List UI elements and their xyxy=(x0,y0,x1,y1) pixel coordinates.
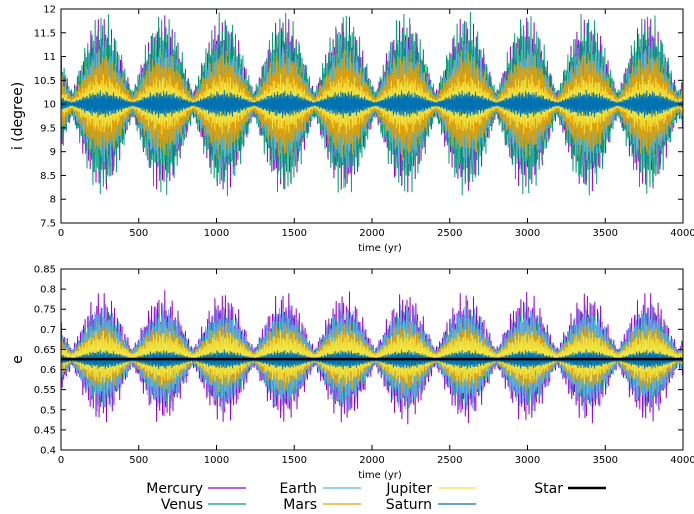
legend-label-star: Star xyxy=(534,481,563,497)
x-tick-label: 4000 xyxy=(670,228,694,239)
x-tick-label: 1000 xyxy=(204,455,229,466)
x-tick-label: 2500 xyxy=(437,455,462,466)
y-tick-label: 11.5 xyxy=(34,28,56,39)
legend-label-mars: Mars xyxy=(283,497,317,513)
x-tick-label: 1000 xyxy=(204,228,229,239)
series-saturn xyxy=(61,349,683,370)
x-tick-label: 0 xyxy=(58,455,64,466)
plot-area xyxy=(61,11,683,196)
y-tick-label: 10 xyxy=(43,100,56,111)
y-tick-label: 0.65 xyxy=(34,345,56,356)
x-axis-label: time (yr) xyxy=(358,470,402,481)
y-tick-label: 0.55 xyxy=(34,385,56,396)
y-tick-label: 0.8 xyxy=(40,285,56,296)
y-tick-label: 12 xyxy=(43,5,56,16)
y-tick-label: 11 xyxy=(43,52,56,63)
x-tick-label: 2500 xyxy=(437,228,462,239)
x-tick-label: 3000 xyxy=(515,228,540,239)
x-tick-label: 500 xyxy=(129,228,148,239)
legend-label-earth: Earth xyxy=(279,481,317,497)
legend-label-jupiter: Jupiter xyxy=(385,481,432,497)
x-tick-label: 3500 xyxy=(593,228,618,239)
x-tick-label: 4000 xyxy=(670,455,694,466)
y-tick-label: 0.4 xyxy=(40,446,56,457)
legend-label-mercury: Mercury xyxy=(146,481,203,497)
y-axis-label: i (degree) xyxy=(10,82,26,150)
y-tick-label: 9.5 xyxy=(40,123,56,134)
x-tick-label: 1500 xyxy=(282,455,307,466)
y-tick-label: 0.45 xyxy=(34,425,56,436)
x-tick-label: 500 xyxy=(129,455,148,466)
series-jupiter xyxy=(61,329,683,386)
y-tick-label: 8 xyxy=(50,195,56,206)
x-tick-label: 2000 xyxy=(359,455,384,466)
series-saturn xyxy=(61,89,683,119)
y-tick-label: 7.5 xyxy=(40,219,56,230)
y-tick-label: 8.5 xyxy=(40,171,56,182)
legend-label-saturn: Saturn xyxy=(386,497,432,513)
x-tick-label: 3500 xyxy=(593,455,618,466)
legend-label-venus: Venus xyxy=(161,497,203,513)
x-axis-label: time (yr) xyxy=(358,243,402,254)
y-tick-label: 0.75 xyxy=(34,305,56,316)
y-tick-label: 0.6 xyxy=(40,365,56,376)
inclination-panel: 0 500 1000 1500 2000 2500 3000 3500 4000 7.5 8 8.5 9… xyxy=(10,5,694,255)
x-tick-label: 3000 xyxy=(515,455,540,466)
x-tick-label: 1500 xyxy=(282,228,307,239)
y-tick-label: 0.5 xyxy=(40,405,56,416)
y-tick-label: 10.5 xyxy=(34,76,56,87)
x-tick-label: 2000 xyxy=(359,228,384,239)
plot-area xyxy=(61,290,683,425)
x-tick-label: 0 xyxy=(58,228,64,239)
y-axis-label: e xyxy=(10,355,26,364)
y-tick-label: 0.7 xyxy=(40,325,56,336)
y-tick-label: 9 xyxy=(50,147,56,158)
y-tick-label: 0.85 xyxy=(34,265,56,276)
eccentricity-panel: 0 500 1000 1500 2000 2500 3000 3500 4000 0.4 0.45 0… xyxy=(10,265,694,482)
